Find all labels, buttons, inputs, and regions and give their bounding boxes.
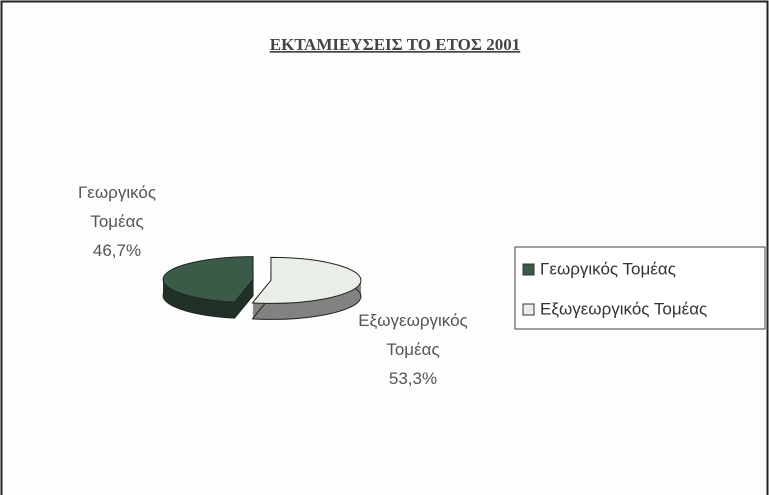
legend-marker	[522, 263, 535, 276]
pie-slice	[251, 256, 362, 304]
data-label-value: 53,3%	[388, 369, 438, 388]
data-label: Γεωργικός Τομέας 46,7%	[52, 178, 182, 265]
legend-marker	[522, 303, 535, 316]
pie-slice	[162, 256, 254, 303]
data-label-value: 46,7%	[92, 241, 142, 260]
data-label: Εξωγεωργικός Τομέας 53,3%	[348, 306, 478, 393]
legend-box	[514, 246, 766, 330]
data-label-category: Εξωγεωργικός Τομέας	[358, 311, 468, 359]
legend-label: Γεωργικός Τομέας	[540, 259, 676, 278]
data-label-category: Γεωργικός Τομέας	[77, 183, 157, 231]
chart-title: ΕΚΤΑΜΙΕΥΣΕΙΣ ΤΟ ΕΤΟΣ 2001	[270, 35, 520, 54]
legend-label: Εξωγεωργικός Τομέας	[540, 299, 707, 318]
